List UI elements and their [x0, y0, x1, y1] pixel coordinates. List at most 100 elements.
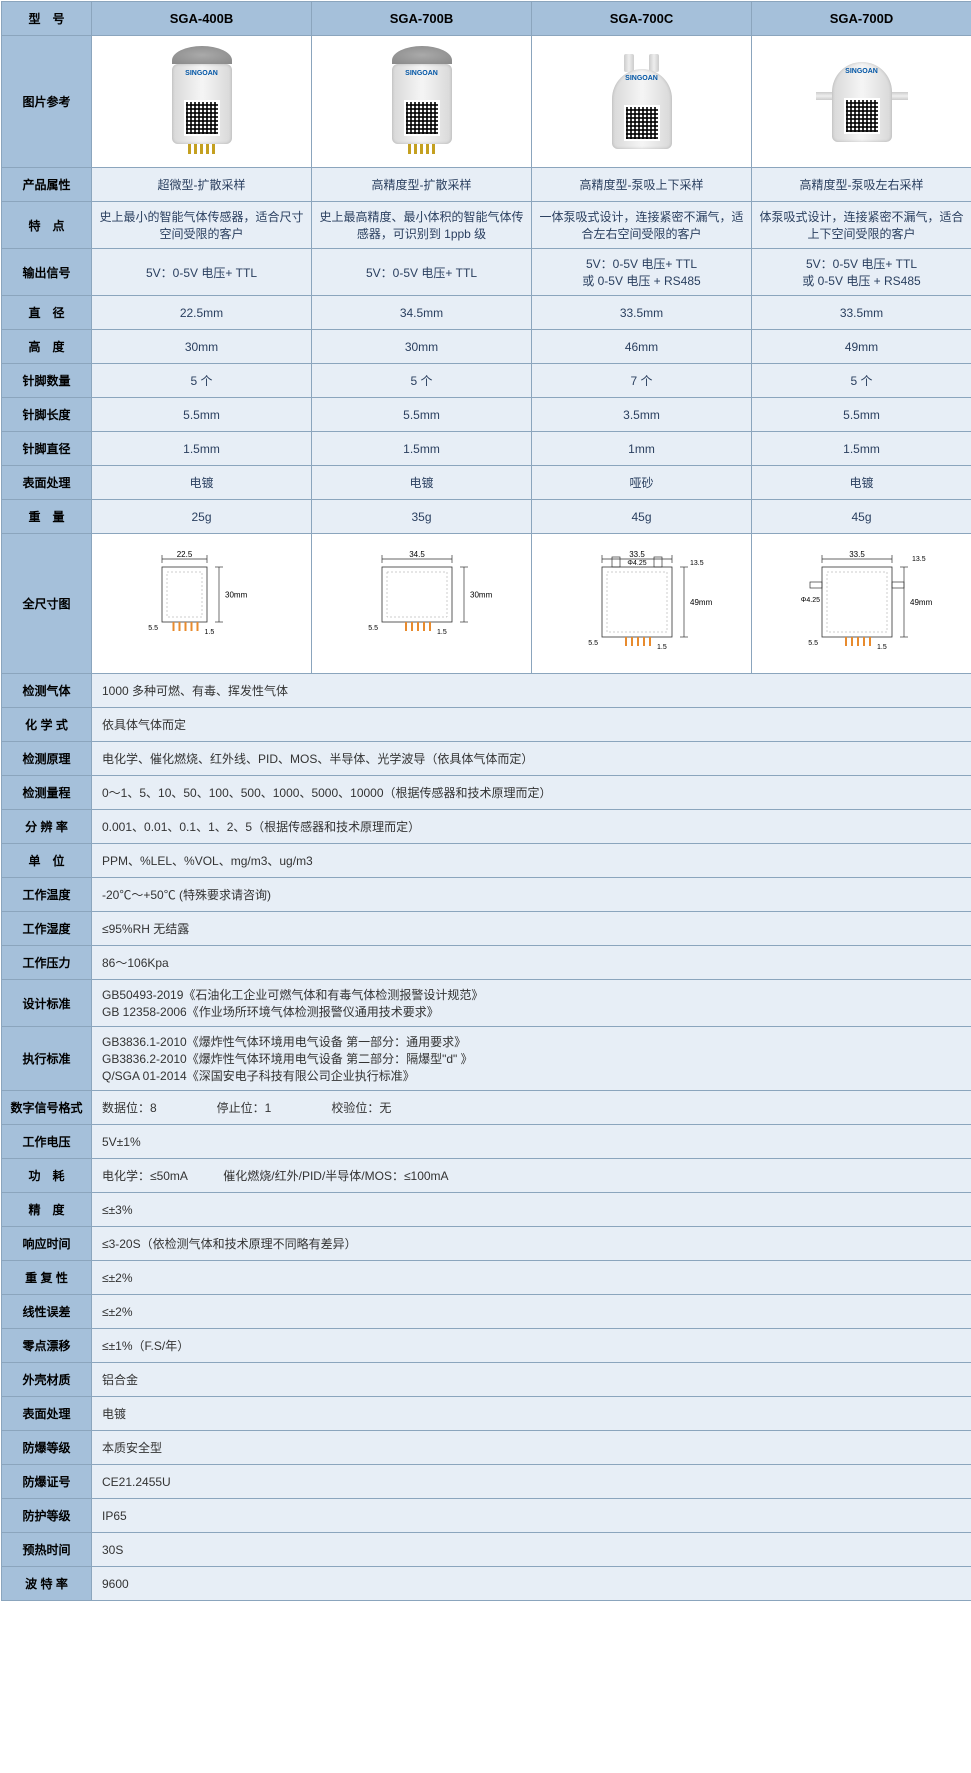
cell-attr-2: 高精度型-泵吸上下采样	[532, 168, 752, 202]
col-header-2: SGA-700C	[532, 2, 752, 36]
value-preheat: 30S	[92, 1533, 971, 1567]
cell-attr-1: 高精度型-扩散采样	[312, 168, 532, 202]
value-design_std: GB50493-2019《石油化工企业可燃气体和有毒气体检测报警设计规范》GB …	[92, 980, 971, 1027]
label-shell: 外壳材质	[2, 1363, 92, 1397]
value-work_press: 86～106Kpa	[92, 946, 971, 980]
cell-weight-0: 25g	[92, 500, 312, 534]
svg-text:13.5: 13.5	[912, 556, 926, 563]
svg-text:33.5: 33.5	[629, 550, 645, 559]
label-design_std: 设计标准	[2, 980, 92, 1027]
cell-surface-3: 电镀	[752, 466, 971, 500]
svg-text:Φ4.25: Φ4.25	[627, 560, 646, 567]
label-linear: 线性误差	[2, 1295, 92, 1329]
cell-surface-2: 哑砂	[532, 466, 752, 500]
cell-height-3: 49mm	[752, 330, 971, 364]
svg-text:22.5: 22.5	[176, 550, 192, 559]
value-range: 0～1、5、10、50、100、500、1000、5000、10000（根据传感…	[92, 776, 971, 810]
value-digital: 数据位：8 停止位：1 校验位：无	[92, 1091, 971, 1125]
cell-pin_dia-3: 1.5mm	[752, 432, 971, 466]
cell-weight-3: 45g	[752, 500, 971, 534]
value-surface2: 电镀	[92, 1397, 971, 1431]
cell-output-3: 5V：0-5V 电压+ TTL或 0-5V 电压 + RS485	[752, 249, 971, 296]
cell-output-1: 5V：0-5V 电压+ TTL	[312, 249, 532, 296]
value-unit: PPM、%LEL、%VOL、mg/m3、ug/m3	[92, 844, 971, 878]
value-shell: 铝合金	[92, 1363, 971, 1397]
svg-text:33.5: 33.5	[849, 550, 865, 559]
label-work_humid: 工作湿度	[2, 912, 92, 946]
label-zero_drift: 零点漂移	[2, 1329, 92, 1363]
svg-text:1.5: 1.5	[437, 629, 447, 636]
cell-feature-0: 史上最小的智能气体传感器，适合尺寸空间受限的客户	[92, 202, 312, 249]
value-resp_time: ≤3-20S（依检测气体和技术原理不同略有差异）	[92, 1227, 971, 1261]
svg-text:34.5: 34.5	[409, 550, 425, 559]
cell-diameter-0: 22.5mm	[92, 296, 312, 330]
label-principle: 检测原理	[2, 742, 92, 776]
label-feature: 特 点	[2, 202, 92, 249]
svg-text:1.5: 1.5	[877, 644, 887, 651]
cell-feature-2: 一体泵吸式设计，连接紧密不漏气，适合左右空间受限的客户	[532, 202, 752, 249]
label-explosion: 防爆等级	[2, 1431, 92, 1465]
label-resolution: 分 辨 率	[2, 810, 92, 844]
label-explosion_no: 防爆证号	[2, 1465, 92, 1499]
dimension-cell-3: 33.5Φ4.2513.549mm5.51.5	[752, 534, 971, 674]
dimension-cell-2: 33.5Φ4.2513.549mm5.51.5	[532, 534, 752, 674]
label-pin_len: 针脚长度	[2, 398, 92, 432]
svg-text:49mm: 49mm	[690, 598, 713, 607]
label-model: 型 号	[2, 2, 92, 36]
value-exec_std: GB3836.1-2010《爆炸性气体环境用电气设备 第一部分：通用要求》GB3…	[92, 1027, 971, 1091]
label-surface2: 表面处理	[2, 1397, 92, 1431]
label-range: 检测量程	[2, 776, 92, 810]
label-height: 高 度	[2, 330, 92, 364]
cell-feature-1: 史上最高精度、最小体积的智能气体传感器，可识别到 1ppb 级	[312, 202, 532, 249]
cell-output-2: 5V：0-5V 电压+ TTL或 0-5V 电压 + RS485	[532, 249, 752, 296]
value-work_volt: 5V±1%	[92, 1125, 971, 1159]
product-image-0: SINGOAN	[92, 36, 312, 168]
value-explosion_no: CE21.2455U	[92, 1465, 971, 1499]
svg-text:30mm: 30mm	[225, 591, 248, 600]
dimension-svg-0: 22.530mm5.51.5	[112, 547, 292, 657]
cell-pin_len-2: 3.5mm	[532, 398, 752, 432]
label-repeat: 重 复 性	[2, 1261, 92, 1295]
cell-diameter-3: 33.5mm	[752, 296, 971, 330]
cell-pin_dia-1: 1.5mm	[312, 432, 532, 466]
label-output: 输出信号	[2, 249, 92, 296]
value-gas: 1000 多种可燃、有毒、挥发性气体	[92, 674, 971, 708]
col-header-1: SGA-700B	[312, 2, 532, 36]
cell-pin_dia-0: 1.5mm	[92, 432, 312, 466]
label-accuracy: 精 度	[2, 1193, 92, 1227]
cell-surface-1: 电镀	[312, 466, 532, 500]
cell-feature-3: 体泵吸式设计，连接紧密不漏气，适合上下空间受限的客户	[752, 202, 971, 249]
label-gas: 检测气体	[2, 674, 92, 708]
dimension-cell-0: 22.530mm5.51.5	[92, 534, 312, 674]
cell-pin_len-1: 5.5mm	[312, 398, 532, 432]
svg-text:13.5: 13.5	[690, 560, 704, 567]
label-digital: 数字信号格式	[2, 1091, 92, 1125]
label-attr: 产品属性	[2, 168, 92, 202]
cell-pin_len-3: 5.5mm	[752, 398, 971, 432]
value-work_humid: ≤95%RH 无结露	[92, 912, 971, 946]
cell-pin_count-0: 5 个	[92, 364, 312, 398]
product-image-3: SINGOAN	[752, 36, 971, 168]
value-principle: 电化学、催化燃烧、红外线、PID、MOS、半导体、光学波导（依具体气体而定）	[92, 742, 971, 776]
cell-pin_dia-2: 1mm	[532, 432, 752, 466]
svg-text:30mm: 30mm	[470, 591, 493, 600]
cell-weight-2: 45g	[532, 500, 752, 534]
svg-text:Φ4.25: Φ4.25	[800, 597, 819, 604]
cell-diameter-2: 33.5mm	[532, 296, 752, 330]
svg-text:1.5: 1.5	[657, 644, 667, 651]
label-pin_dia: 针脚直径	[2, 432, 92, 466]
label-drawing: 全尺寸图	[2, 534, 92, 674]
col-header-0: SGA-400B	[92, 2, 312, 36]
cell-height-1: 30mm	[312, 330, 532, 364]
value-baud: 9600	[92, 1567, 971, 1601]
label-preheat: 预热时间	[2, 1533, 92, 1567]
label-formula: 化 学 式	[2, 708, 92, 742]
col-header-3: SGA-700D	[752, 2, 971, 36]
cell-height-2: 46mm	[532, 330, 752, 364]
dimension-cell-1: 34.530mm5.51.5	[312, 534, 532, 674]
value-formula: 依具体气体而定	[92, 708, 971, 742]
cell-pin_count-3: 5 个	[752, 364, 971, 398]
cell-pin_len-0: 5.5mm	[92, 398, 312, 432]
svg-text:5.5: 5.5	[808, 640, 818, 647]
cell-height-0: 30mm	[92, 330, 312, 364]
